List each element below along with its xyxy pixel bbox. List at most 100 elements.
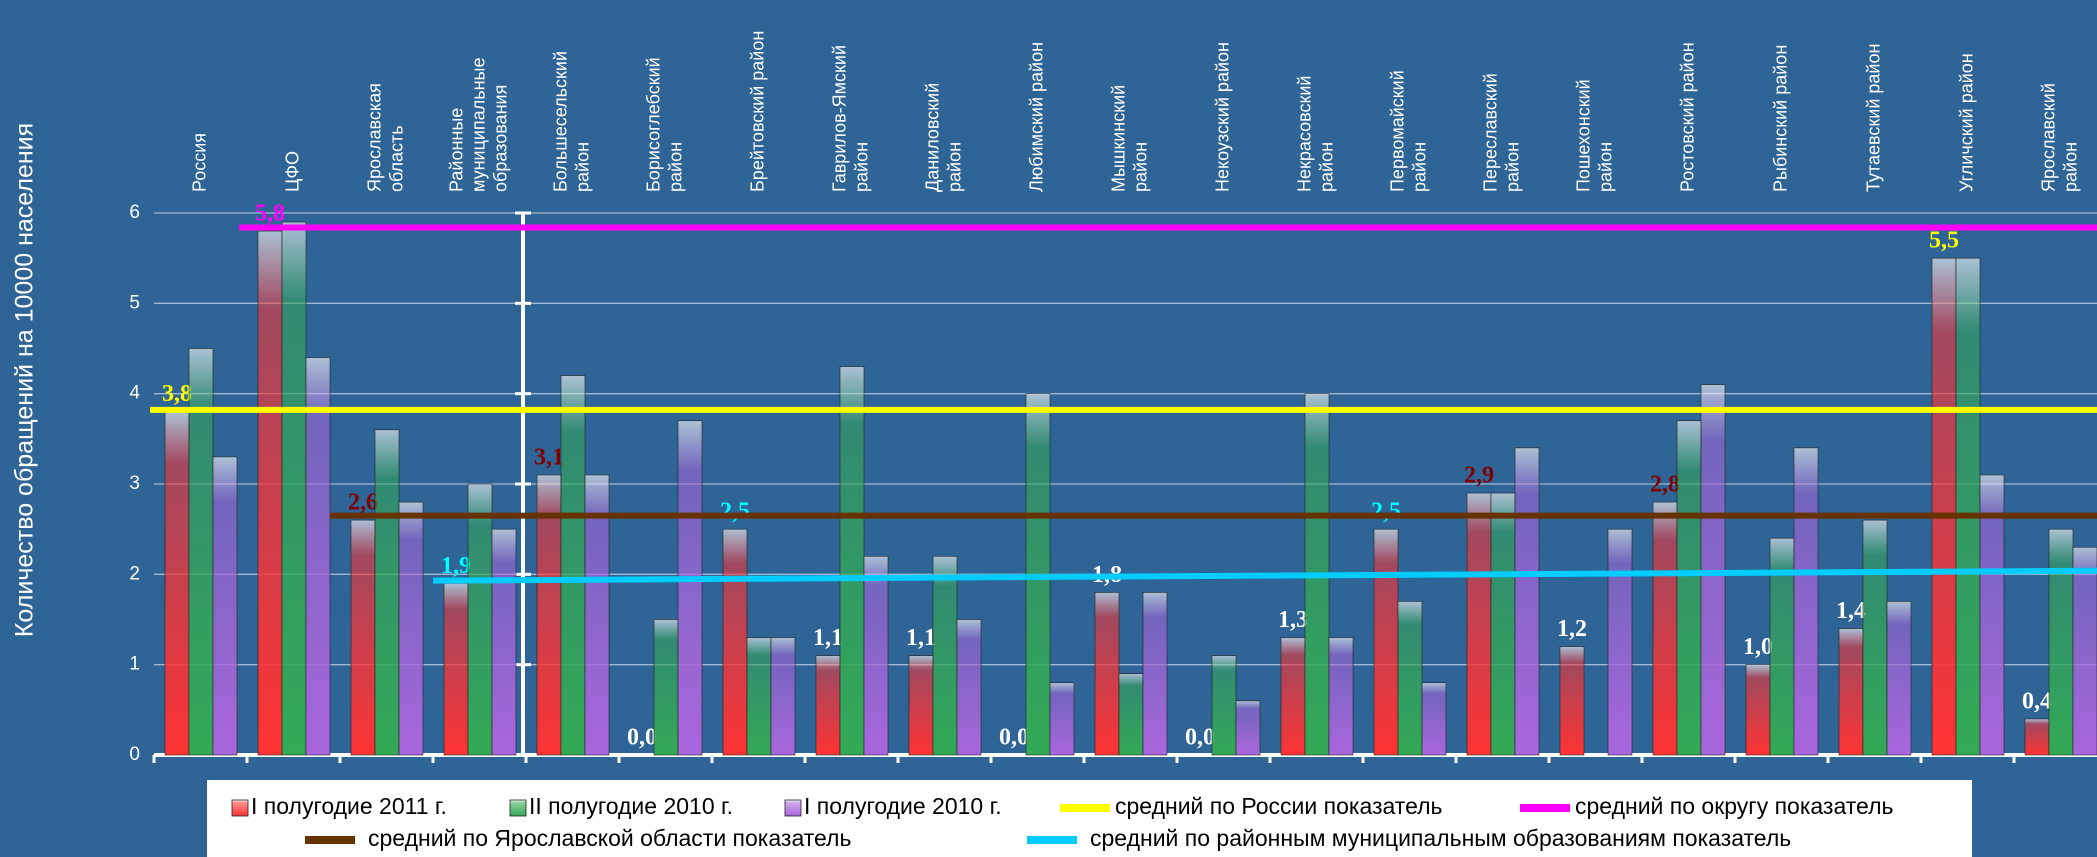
data-label: 0,4 bbox=[2022, 688, 2052, 714]
y-tick-label: 4 bbox=[129, 383, 140, 404]
x-tick-label: Рыбинский район bbox=[1770, 45, 1790, 192]
x-tick-label: Тутаевский район bbox=[1863, 44, 1883, 192]
bar bbox=[1676, 420, 1702, 756]
data-label: 1,1 bbox=[906, 625, 936, 651]
bar bbox=[1793, 447, 1819, 756]
bar bbox=[1514, 447, 1540, 756]
y-tick-label: 5 bbox=[129, 292, 140, 313]
bar bbox=[1862, 519, 1888, 756]
legend-label: средний по России показатель bbox=[1115, 793, 1443, 819]
x-tick-label: Большесельский район bbox=[550, 51, 592, 192]
data-label: 2,5 bbox=[1371, 499, 1401, 525]
bar bbox=[677, 420, 703, 756]
bar bbox=[1142, 592, 1168, 756]
legend-label: средний по районным муниципальным образо… bbox=[1090, 825, 1791, 851]
legend-swatch bbox=[1060, 804, 1110, 812]
bar bbox=[722, 528, 748, 756]
data-label: 1,2 bbox=[1557, 616, 1587, 642]
legend bbox=[207, 780, 1972, 857]
data-label: 5,5 bbox=[1929, 228, 1959, 254]
x-tick-label: Некоузский район bbox=[1212, 42, 1232, 192]
data-label: 2,8 bbox=[1650, 472, 1680, 498]
legend-swatch bbox=[509, 799, 527, 817]
bar bbox=[1373, 528, 1399, 756]
bar bbox=[1094, 592, 1120, 756]
bar bbox=[281, 221, 307, 756]
data-label: 3,8 bbox=[162, 381, 192, 407]
x-tick-label: Гаврилов-Ямский район bbox=[829, 45, 871, 192]
bar bbox=[770, 637, 796, 756]
legend-swatch bbox=[305, 836, 355, 844]
bar bbox=[2048, 528, 2074, 756]
legend-label: I полугодие 2011 г. bbox=[251, 793, 447, 819]
x-tick-label: Угличский район bbox=[1956, 53, 1976, 192]
bar bbox=[491, 528, 517, 756]
bar bbox=[1838, 628, 1864, 756]
x-tick-label: Борисоглебский район bbox=[643, 57, 685, 192]
bar bbox=[536, 474, 562, 756]
bar bbox=[1886, 601, 1912, 756]
y-tick-label: 2 bbox=[129, 563, 140, 584]
bar bbox=[467, 483, 493, 756]
data-label: 1,1 bbox=[813, 625, 843, 651]
bar bbox=[1235, 700, 1261, 756]
y-tick-label: 6 bbox=[129, 202, 140, 223]
bar bbox=[1700, 384, 1726, 756]
data-label: 5,8 bbox=[255, 201, 285, 227]
x-tick-label: Ростовский район bbox=[1677, 42, 1697, 192]
bar bbox=[305, 357, 331, 756]
bar bbox=[1931, 257, 1957, 756]
bar bbox=[1607, 528, 1633, 756]
x-tick-label: Даниловский район bbox=[922, 83, 964, 192]
data-label: 1,0 bbox=[1743, 634, 1773, 660]
data-label: 0,0 bbox=[627, 725, 657, 751]
y-tick-label: 1 bbox=[129, 654, 140, 675]
bar bbox=[1118, 673, 1144, 756]
y-tick-label: 0 bbox=[129, 744, 140, 765]
y-axis-label: Количество обращений на 10000 населения bbox=[11, 123, 39, 637]
reference-line bbox=[432, 567, 2097, 584]
bar bbox=[1280, 637, 1306, 756]
x-tick-label: Ярославская область bbox=[364, 83, 406, 192]
legend-label: II полугодие 2010 г. bbox=[529, 793, 733, 819]
bar bbox=[956, 619, 982, 756]
bar bbox=[1955, 257, 1981, 756]
x-tick-label: Первомайский район bbox=[1387, 70, 1429, 192]
bar bbox=[2072, 546, 2097, 756]
x-tick-label: Переславский район bbox=[1480, 73, 1522, 192]
x-tick-label: Мышкинский район bbox=[1108, 85, 1150, 192]
bar bbox=[1559, 646, 1585, 756]
bar bbox=[584, 474, 610, 756]
x-tick-label: Районные муниципальные образования bbox=[446, 58, 510, 192]
bar bbox=[350, 519, 376, 756]
bar bbox=[815, 655, 841, 756]
bar bbox=[1745, 664, 1771, 756]
bar bbox=[1328, 637, 1354, 756]
bar bbox=[188, 348, 214, 756]
data-label: 2,5 bbox=[720, 499, 750, 525]
legend-swatch bbox=[1027, 836, 1077, 844]
legend-swatch bbox=[231, 799, 249, 817]
bar bbox=[1979, 474, 2005, 756]
x-tick-label: Россия bbox=[189, 133, 209, 192]
x-tick-label: Некрасовский район bbox=[1294, 76, 1336, 192]
data-label: 1,9 bbox=[441, 553, 471, 579]
legend-swatch bbox=[784, 799, 802, 817]
bar bbox=[746, 637, 772, 756]
x-tick-label: ЦФО bbox=[282, 151, 302, 192]
legend-label: I полугодие 2010 г. bbox=[804, 793, 1002, 819]
x-tick-label: Ярославский район bbox=[2038, 83, 2080, 192]
bar bbox=[1211, 655, 1237, 756]
data-label: 0,0 bbox=[1185, 725, 1215, 751]
data-label: 3,1 bbox=[534, 444, 564, 470]
x-tick-label: Любимский район bbox=[1026, 42, 1046, 192]
bar bbox=[257, 230, 283, 756]
x-tick-label: Пошехонский район bbox=[1573, 79, 1615, 192]
data-label: 1,4 bbox=[1836, 598, 1866, 624]
bar bbox=[1421, 682, 1447, 756]
legend-label: средний по округу показатель bbox=[1575, 793, 1893, 819]
bar bbox=[2024, 718, 2050, 756]
bar bbox=[653, 619, 679, 756]
bar bbox=[1049, 682, 1075, 756]
